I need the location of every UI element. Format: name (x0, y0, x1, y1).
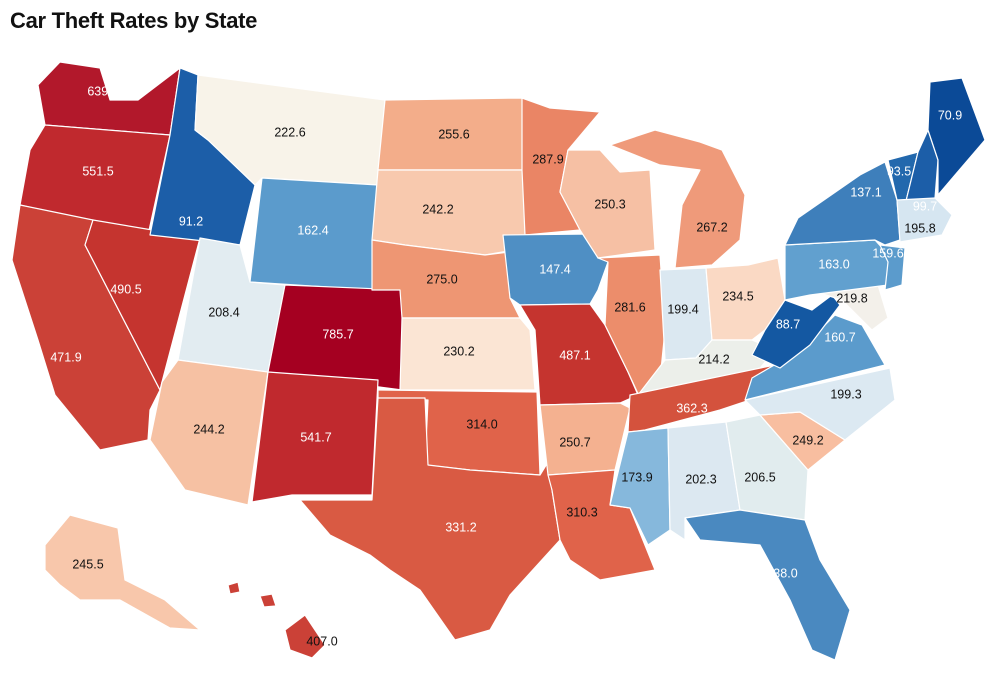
state-label-nv: 490.5 (110, 282, 141, 296)
state-label-nd: 255.6 (438, 127, 469, 141)
state-label-pa: 163.0 (818, 257, 849, 271)
state-shape-ny[interactable] (784, 161, 901, 246)
state-label-ms: 173.9 (621, 470, 652, 484)
state-shape-ks[interactable] (399, 317, 536, 391)
state-label-ar: 250.7 (559, 435, 590, 449)
state-label-co: 785.7 (322, 327, 353, 341)
state-shape-wi[interactable] (559, 149, 656, 259)
state-label-la: 310.3 (566, 505, 597, 519)
state-label-mo: 487.1 (559, 348, 590, 362)
state-label-mn: 287.9 (532, 152, 563, 166)
state-label-ma: 195.8 (904, 221, 935, 235)
state-shape-mi[interactable] (609, 129, 746, 269)
state-label-va: 160.7 (824, 330, 855, 344)
state-shape-ma[interactable] (896, 197, 953, 243)
state-label-id: 91.2 (179, 214, 203, 228)
state-shape-ga[interactable] (725, 414, 809, 521)
state-label-ks: 230.2 (443, 344, 474, 358)
state-shape-tx[interactable] (299, 397, 561, 641)
state-shape-hi-islands-2[interactable] (259, 593, 277, 608)
state-shape-ak[interactable] (44, 514, 201, 631)
state-label-in: 199.4 (667, 302, 698, 316)
state-shape-nm[interactable] (251, 371, 379, 503)
state-label-oh: 234.5 (722, 289, 753, 303)
state-shape-ne[interactable] (371, 239, 526, 319)
state-label-ky: 214.2 (698, 352, 729, 366)
state-label-ga: 206.5 (744, 470, 775, 484)
state-label-ak: 245.5 (72, 557, 103, 571)
state-label-ny: 137.1 (850, 185, 881, 199)
state-label-az: 244.2 (193, 422, 224, 436)
state-label-me: 70.9 (938, 108, 962, 122)
state-label-or: 551.5 (82, 164, 113, 178)
state-label-ok: 314.0 (466, 417, 497, 431)
state-label-mi: 267.2 (696, 220, 727, 234)
state-label-wa: 639.3 (87, 84, 118, 98)
state-label-wv: 88.7 (776, 317, 800, 331)
state-label-tx: 331.2 (445, 520, 476, 534)
state-shape-hi[interactable] (284, 614, 326, 659)
state-label-fl: 138.0 (766, 566, 797, 580)
state-shape-wa[interactable] (37, 61, 181, 136)
state-label-nh: 99.7 (913, 199, 937, 213)
state-label-il: 281.6 (614, 300, 645, 314)
state-shape-nj[interactable] (879, 244, 906, 291)
state-label-md: 219.8 (836, 291, 867, 305)
state-shape-nh[interactable] (904, 129, 939, 206)
state-label-mt: 222.6 (274, 125, 305, 139)
state-shape-hi-islands-1[interactable] (227, 581, 241, 595)
state-label-ca: 471.9 (50, 350, 81, 364)
state-label-ut: 208.4 (208, 305, 239, 319)
state-shape-la[interactable] (547, 469, 656, 581)
state-label-wi: 250.3 (594, 197, 625, 211)
state-label-nj: 159.6 (872, 246, 903, 260)
state-shape-ar[interactable] (539, 402, 631, 476)
state-shape-nc[interactable] (744, 367, 896, 441)
state-label-wy: 162.4 (297, 223, 328, 237)
map-title: Car Theft Rates by State (10, 8, 258, 33)
state-label-ne: 275.0 (426, 272, 457, 286)
state-label-hi: 407.0 (306, 634, 337, 648)
state-label-tn: 362.3 (676, 401, 707, 415)
state-label-sd: 242.2 (422, 202, 453, 216)
state-label-nc: 199.3 (830, 387, 861, 401)
state-shape-fl[interactable] (684, 509, 851, 661)
state-label-sc: 249.2 (792, 433, 823, 447)
state-label-nm: 541.7 (300, 430, 331, 444)
state-shape-wv[interactable] (751, 294, 841, 369)
state-label-vt: 93.5 (887, 164, 911, 178)
state-label-al: 202.3 (685, 472, 716, 486)
state-label-ia: 147.4 (539, 262, 570, 276)
state-shape-me[interactable] (927, 77, 986, 196)
